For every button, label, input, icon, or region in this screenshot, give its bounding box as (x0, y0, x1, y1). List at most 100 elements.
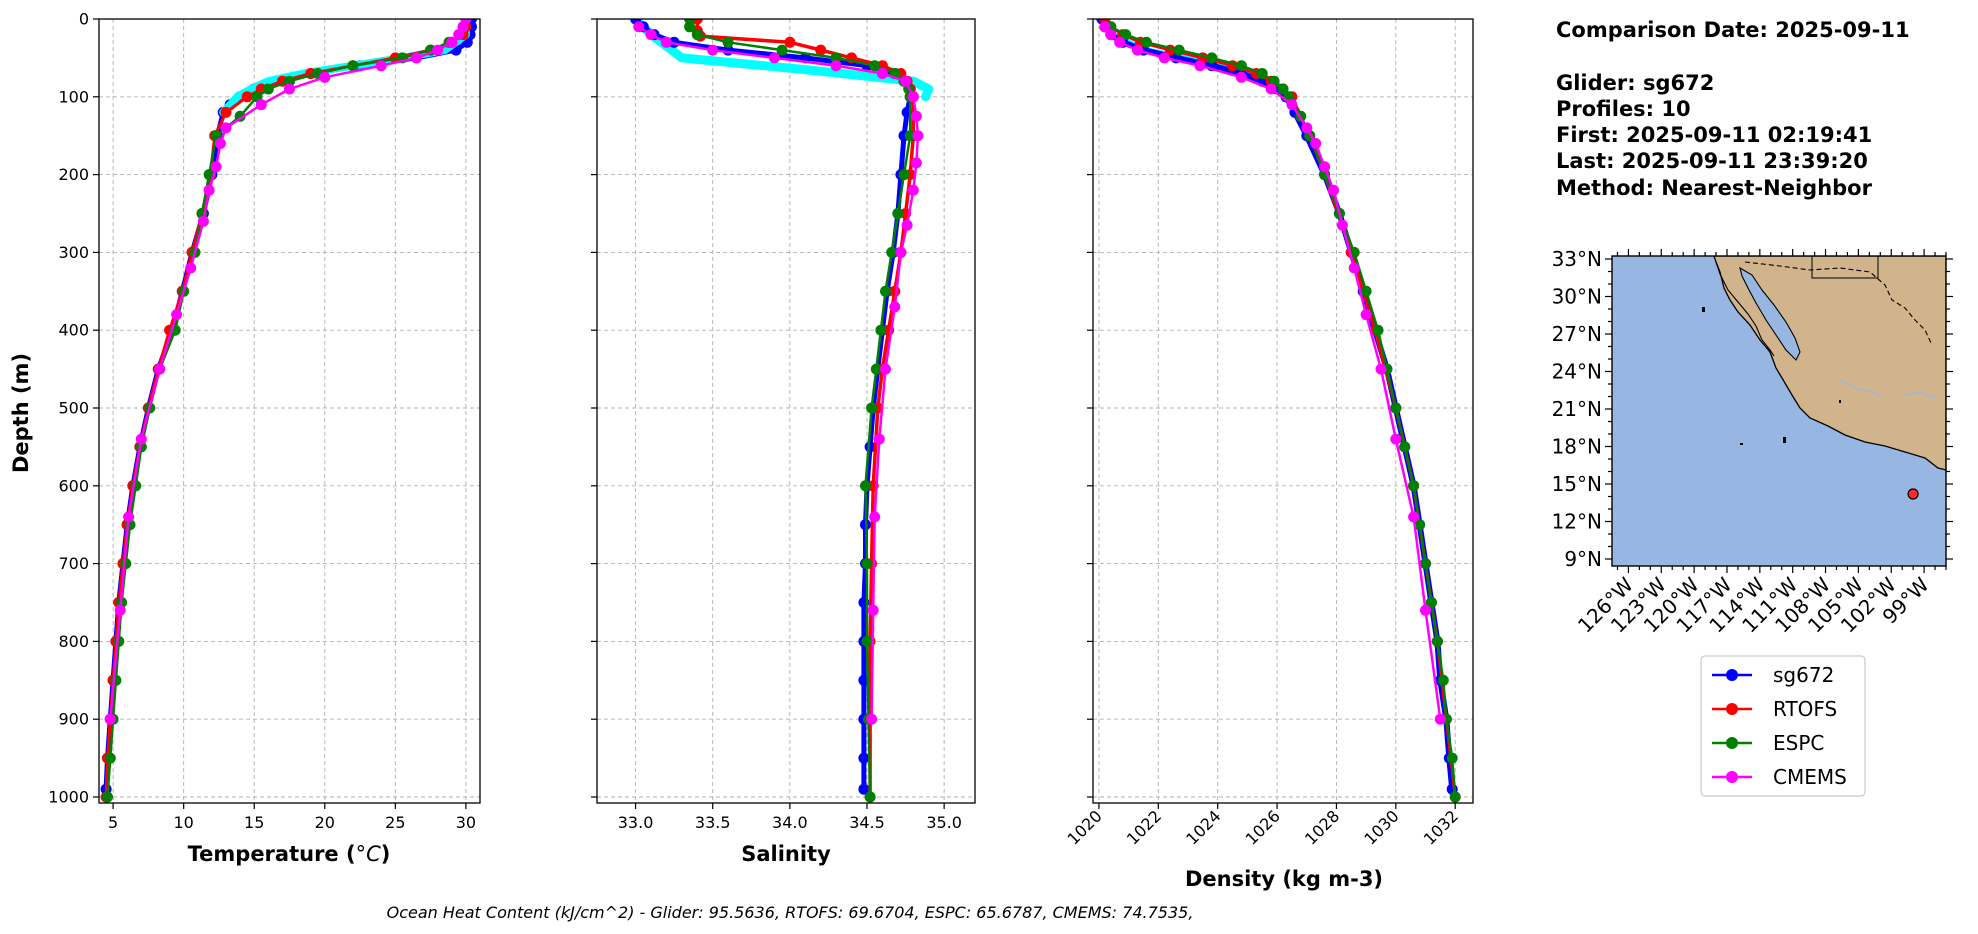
density-point-espc (1408, 480, 1420, 492)
salinity-point-sg672 (858, 752, 870, 764)
salinity-point-espc (684, 21, 696, 33)
salinity-point-cmems (900, 75, 912, 87)
density-point-cmems (1114, 36, 1126, 48)
density-series-cmems (1099, 21, 1446, 725)
legend-marker (1726, 737, 1738, 749)
density-point-cmems (1158, 52, 1170, 64)
method: Method: Nearest-Neighbor (1556, 176, 1873, 200)
density-point-cmems (1434, 713, 1446, 725)
salinity-point-cmems (660, 36, 672, 48)
density-point-cmems (1301, 122, 1313, 134)
comparison-date: Comparison Date: 2025-09-11 (1556, 18, 1910, 42)
legend-items: sg672 RTOFS ESPC CMEMS (1712, 663, 1847, 789)
temperature-point-espc (262, 83, 274, 95)
salinity-point-espc (830, 52, 842, 64)
density-point-espc (1446, 752, 1458, 764)
density-series-rtofs (1099, 19, 1461, 803)
salinity-xlabel: Salinity (741, 842, 831, 866)
density-tick-label: 1020 (1064, 806, 1106, 848)
temperature-point-cmems (453, 29, 465, 41)
map-island-4 (1839, 400, 1841, 403)
salinity-point-cmems (889, 301, 901, 313)
temperature-point-cmems (446, 36, 458, 48)
salinity-point-espc (864, 791, 876, 803)
depth-tick-label: 500 (58, 399, 89, 418)
salinity-point-espc (861, 558, 873, 570)
temperature-axes-frame (98, 18, 481, 804)
density-point-espc (1140, 36, 1152, 48)
map-baja-coast (1715, 261, 1775, 357)
density-point-cmems (1408, 511, 1420, 523)
salinity-tick-label: 33.0 (618, 813, 654, 832)
salinity-point-cmems (901, 219, 913, 231)
salinity-point-espc (869, 60, 881, 72)
salinity-tick-label: 34.0 (772, 813, 808, 832)
density-point-espc (1431, 635, 1443, 647)
temperature-point-cmems (185, 262, 197, 274)
map-frame (1611, 255, 1947, 567)
depth-tick-label: 400 (58, 321, 89, 340)
salinity-point-cmems (869, 511, 881, 523)
salinity-point-espc (691, 29, 703, 41)
temperature-point-cmems (214, 138, 226, 149)
temperature-point-espc (347, 60, 359, 72)
temperature-point-cmems (375, 60, 387, 72)
map-lat-label: 12°N (1552, 510, 1602, 534)
temperature-point-rtofs (220, 106, 232, 118)
salinity-point-cmems (866, 713, 878, 725)
density-point-cmems (1265, 83, 1277, 95)
temperature-xlabel-unit: °C (356, 842, 382, 866)
density-tick-label: 1032 (1420, 806, 1462, 848)
temperature-point-cmems (203, 184, 215, 196)
density-point-espc (1277, 83, 1289, 95)
salinity-point-cmems (907, 184, 919, 196)
map-island-1 (1702, 307, 1705, 312)
density-point-cmems (1360, 309, 1372, 321)
depth-tick-label: 900 (58, 710, 89, 729)
salinity-series (630, 19, 934, 803)
temperature-tick-label: 10 (173, 813, 193, 832)
legend-frame (1700, 655, 1866, 797)
legend-marker (1726, 669, 1738, 681)
temperature-series-espc (102, 21, 469, 803)
salinity-tick-label: 35.0 (926, 813, 962, 832)
density-point-cmems (1132, 44, 1143, 56)
temperature-point-cmems (154, 363, 166, 375)
legend-label: CMEMS (1773, 765, 1847, 789)
temperature-point-espc (284, 75, 295, 87)
density-point-cmems (1310, 138, 1322, 149)
density-point-espc (1120, 29, 1132, 41)
salinity-point-espc (870, 363, 882, 375)
location-map: 33°N30°N27°N24°N21°N18°N15°N12°N9°N126°W… (1552, 247, 1953, 638)
density-tick-label: 1026 (1242, 806, 1284, 848)
density-point-espc (1360, 285, 1372, 297)
temperature-point-cmems (210, 161, 222, 173)
salinity-point-espc (886, 246, 898, 258)
temperature-point-cmems (114, 604, 126, 616)
salinity-point-espc (722, 36, 734, 48)
salinity-point-cmems (768, 52, 780, 64)
salinity-point-espc (776, 44, 788, 56)
salinity-point-espc (861, 635, 873, 647)
glider-name: Glider: sg672 (1556, 71, 1714, 95)
temperature-line-sg672 (103, 19, 474, 792)
temperature-point-rtofs (241, 91, 253, 103)
salinity-point-cmems (912, 130, 924, 142)
salinity-point-cmems (880, 363, 891, 375)
ocean-heat-content-footer: Ocean Heat Content (kJ/cm^2) - Glider: 9… (387, 903, 1194, 922)
map-lat-label: 15°N (1552, 472, 1602, 496)
salinity-point-cmems (873, 433, 885, 445)
map-lat-label: 33°N (1552, 247, 1602, 271)
salinity-point-espc (860, 480, 871, 492)
depth-tick-label: 200 (58, 165, 89, 184)
density-point-cmems (1420, 604, 1431, 616)
last-profile-time: Last: 2025-09-11 23:39:20 (1556, 149, 1868, 173)
density-grid (1093, 18, 1473, 803)
map-gulf-of-california (1739, 266, 1801, 361)
salinity-point-espc (904, 130, 916, 142)
map-lat-label: 27°N (1552, 322, 1602, 346)
temperature-point-cmems (432, 44, 444, 56)
temperature-point-cmems (104, 713, 116, 725)
profile-count: Profiles: 10 (1556, 97, 1691, 121)
density-point-cmems (1286, 99, 1298, 111)
